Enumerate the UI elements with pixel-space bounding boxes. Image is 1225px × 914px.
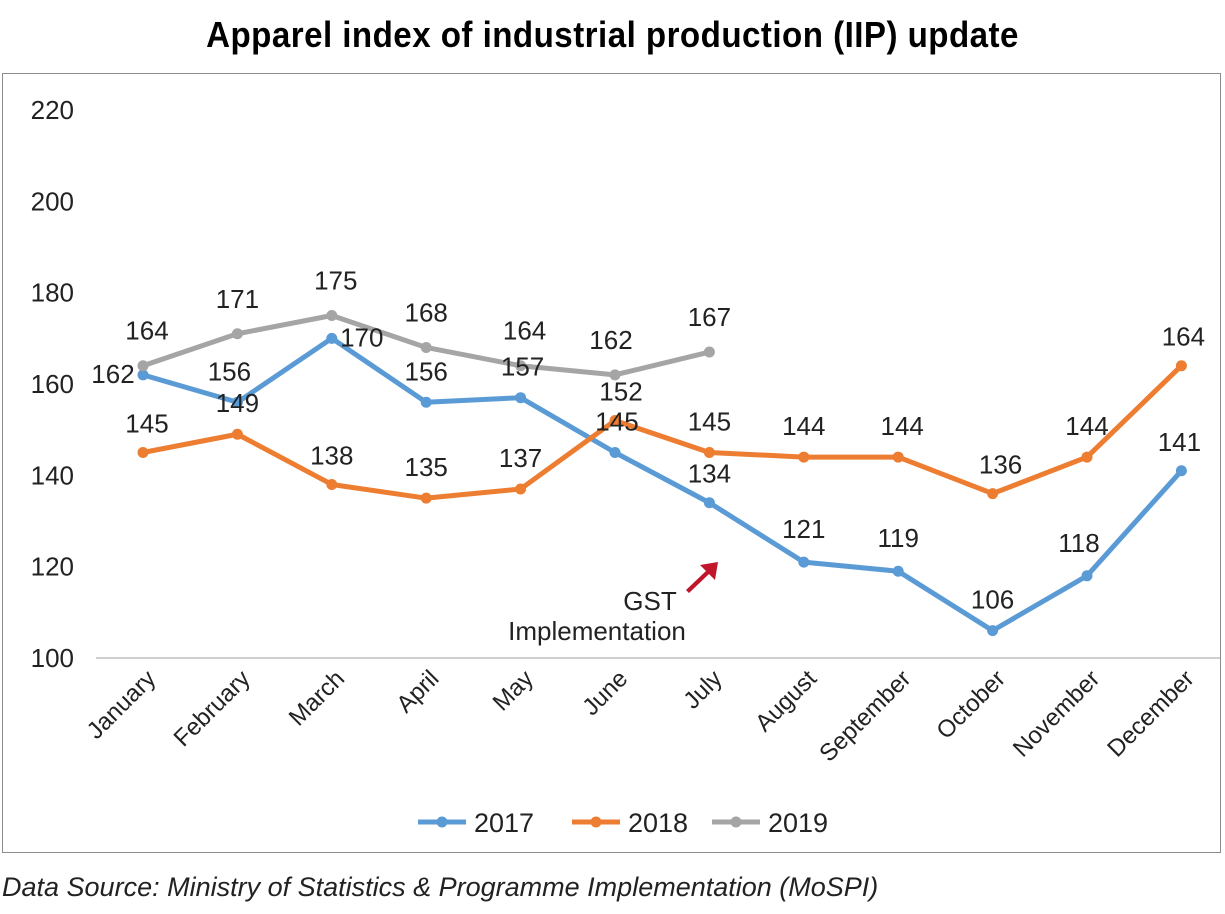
y-tick-label: 200 (31, 186, 74, 216)
data-label-2017: 119 (877, 523, 918, 553)
x-tick-label: May (488, 665, 539, 716)
data-point-2018 (326, 478, 338, 490)
y-tick-label: 160 (31, 369, 74, 399)
y-tick-label: 220 (31, 95, 74, 125)
data-point-2019 (137, 360, 149, 372)
chart-title: Apparel index of industrial production (… (206, 14, 1019, 55)
data-point-2017 (515, 392, 527, 404)
data-point-2017 (703, 497, 715, 509)
legend-label-2018: 2018 (628, 808, 688, 838)
data-point-2017 (609, 447, 621, 458)
x-tick-label: December (1102, 665, 1199, 762)
data-point-2019 (515, 360, 527, 372)
data-label-2018: 138 (310, 440, 353, 470)
data-point-2017 (1081, 570, 1093, 582)
gst-annotation-line1: GST (623, 586, 677, 616)
data-point-2018 (703, 447, 715, 458)
data-label-2018: 137 (499, 443, 542, 473)
data-label-2017: 170 (340, 322, 383, 352)
x-tick-label: October (931, 665, 1010, 744)
data-label-2018: 144 (782, 411, 825, 441)
data-label-2018: 149 (216, 388, 259, 418)
data-point-2017 (326, 332, 338, 344)
data-point-2017 (1175, 465, 1187, 477)
data-point-2018 (987, 488, 999, 500)
data-label-2017: 145 (595, 407, 638, 437)
data-point-2018 (892, 451, 904, 463)
legend-label-2019: 2019 (768, 808, 828, 838)
data-point-2019 (326, 310, 338, 321)
data-label-2018: 152 (599, 377, 642, 407)
x-tick-label: January (82, 665, 161, 744)
data-point-2018 (798, 451, 810, 463)
data-point-2018 (609, 415, 621, 427)
data-point-2017 (420, 396, 432, 408)
data-label-2017: 106 (971, 585, 1014, 615)
data-point-2017 (892, 565, 904, 577)
data-point-2017 (987, 625, 999, 637)
data-point-2018 (420, 492, 432, 504)
y-tick-label: 180 (31, 278, 74, 308)
data-label-2019: 168 (405, 297, 448, 327)
data-label-2017: 121 (782, 514, 825, 544)
data-point-2019 (703, 346, 715, 358)
legend-marker-2017 (436, 816, 448, 828)
source-note: Data Source: Ministry of Statistics & Pr… (2, 872, 879, 902)
data-label-2019: 175 (314, 266, 357, 296)
data-point-2017 (798, 556, 810, 568)
data-label-2019: 162 (589, 325, 632, 355)
y-tick-label: 100 (31, 643, 74, 673)
data-label-2019: 164 (125, 316, 168, 346)
legend-marker-2019 (730, 816, 742, 828)
x-tick-label: June (577, 665, 633, 721)
series-line-2018 (140, 363, 1184, 501)
data-point-2017 (137, 369, 149, 381)
data-label-2019: 171 (216, 284, 259, 314)
x-tick-label: September (814, 665, 916, 767)
x-tick-label: April (391, 665, 444, 718)
data-label-2019: 167 (688, 302, 731, 332)
data-point-2018 (231, 428, 243, 440)
data-label-2018: 136 (979, 450, 1022, 480)
data-point-2019 (420, 341, 432, 353)
legend-label-2017: 2017 (474, 808, 534, 838)
data-label-2018: 145 (125, 409, 168, 439)
y-tick-label: 140 (31, 460, 74, 490)
data-label-2017: 162 (91, 359, 134, 389)
legend: 2017 2018 2019 (418, 808, 828, 838)
data-label-2018: 135 (405, 452, 448, 482)
gst-arrow-icon (686, 562, 718, 593)
data-label-2017: 118 (1058, 528, 1099, 558)
data-label-2018: 145 (688, 407, 731, 437)
data-label-2018: 144 (1065, 411, 1108, 441)
data-label-2018: 164 (1162, 322, 1205, 352)
data-label-2018: 144 (881, 411, 924, 441)
data-label-2017: 141 (1158, 427, 1201, 457)
data-label-2017: 156 (208, 356, 251, 386)
y-tick-label: 120 (31, 552, 74, 582)
data-point-2018 (515, 483, 527, 495)
data-point-2018 (1081, 451, 1093, 463)
x-tick-label: August (750, 665, 822, 737)
gst-annotation-line2: Implementation (508, 616, 686, 646)
x-tick-label: March (284, 665, 350, 731)
data-point-2019 (231, 328, 243, 340)
data-label-2017: 157 (501, 352, 544, 382)
x-tick-label: February (169, 665, 256, 752)
data-point-2017 (231, 396, 243, 408)
data-point-2019 (609, 369, 621, 381)
data-point-2018 (1175, 360, 1187, 372)
data-label-2017: 156 (405, 356, 448, 386)
x-tick-label: November (1008, 665, 1105, 762)
data-label-2017: 134 (688, 459, 731, 489)
legend-marker-2018 (590, 816, 602, 828)
data-point-2018 (137, 447, 149, 458)
gst-annotation: GST Implementation (508, 562, 718, 646)
x-tick-label: July (678, 665, 727, 714)
series-line-2017 (140, 335, 1184, 634)
data-label-2019: 164 (503, 316, 546, 346)
chart-frame (2, 73, 1221, 853)
